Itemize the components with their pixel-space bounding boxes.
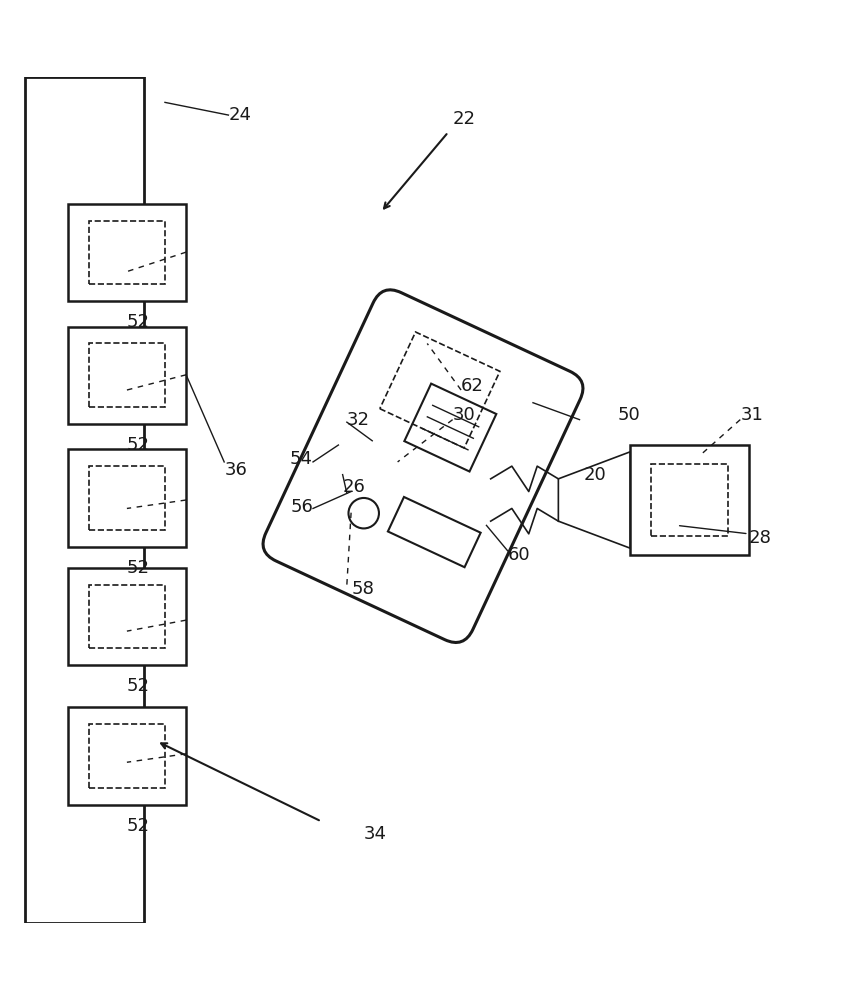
Bar bbox=[343, 464, 427, 536]
Text: 28: 28 bbox=[749, 529, 772, 547]
Text: 52: 52 bbox=[127, 313, 150, 331]
Polygon shape bbox=[448, 452, 491, 548]
Bar bbox=[387, 497, 481, 567]
Text: 54: 54 bbox=[290, 450, 313, 468]
Bar bbox=[25, 77, 144, 923]
Text: 52: 52 bbox=[127, 559, 150, 577]
Bar bbox=[380, 332, 500, 448]
Bar bbox=[651, 464, 728, 536]
Bar bbox=[68, 707, 186, 805]
Polygon shape bbox=[558, 452, 630, 548]
Text: 58: 58 bbox=[351, 580, 374, 598]
Text: 50: 50 bbox=[618, 406, 640, 424]
Bar bbox=[321, 445, 448, 555]
Text: 52: 52 bbox=[127, 436, 150, 454]
Text: 56: 56 bbox=[290, 498, 313, 516]
Text: 52: 52 bbox=[127, 677, 150, 695]
Bar bbox=[68, 449, 186, 547]
Bar bbox=[89, 724, 165, 788]
FancyBboxPatch shape bbox=[263, 290, 583, 643]
Text: 62: 62 bbox=[461, 377, 484, 395]
Bar bbox=[630, 445, 749, 555]
Text: 36: 36 bbox=[224, 461, 247, 479]
Bar bbox=[89, 221, 165, 284]
Text: 22: 22 bbox=[453, 110, 475, 128]
Bar bbox=[89, 343, 165, 407]
Text: 26: 26 bbox=[343, 478, 365, 496]
Text: 20: 20 bbox=[584, 466, 607, 484]
Bar bbox=[68, 568, 186, 665]
Text: 31: 31 bbox=[740, 406, 763, 424]
Text: 30: 30 bbox=[453, 406, 475, 424]
Text: 52: 52 bbox=[127, 817, 150, 835]
Bar bbox=[89, 585, 165, 648]
Bar bbox=[89, 466, 165, 530]
Bar bbox=[68, 204, 186, 301]
Text: 34: 34 bbox=[364, 825, 387, 843]
Text: 24: 24 bbox=[228, 106, 251, 124]
Text: 60: 60 bbox=[508, 546, 530, 564]
Bar bbox=[404, 384, 497, 472]
Text: 32: 32 bbox=[347, 411, 370, 429]
Bar bbox=[68, 327, 186, 424]
